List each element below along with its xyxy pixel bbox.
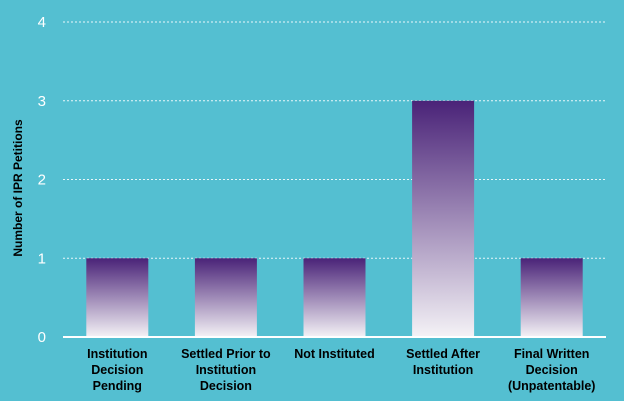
y-tick-label: 0 bbox=[38, 329, 46, 346]
category-label-line: Pending bbox=[93, 379, 142, 393]
category-label: Not Instituted bbox=[294, 347, 375, 361]
y-tick-label: 2 bbox=[38, 172, 46, 189]
category-label-line: Final Written bbox=[514, 347, 589, 361]
bar bbox=[194, 258, 257, 337]
category-label-line: Decision bbox=[200, 379, 252, 393]
y-axis-label: Number of IPR Petitions bbox=[11, 119, 25, 257]
category-label-line: Settled After bbox=[406, 347, 480, 361]
category-label: Institution Decision Pending bbox=[87, 347, 147, 393]
category-label: Settled Prior to Institution Decision bbox=[181, 347, 271, 393]
category-label-line: Not Instituted bbox=[294, 347, 375, 361]
category-label-line: Institution bbox=[413, 363, 473, 377]
category-label-line: Decision bbox=[526, 363, 578, 377]
category-label-line: Decision bbox=[91, 363, 143, 377]
y-tick-label: 3 bbox=[38, 93, 46, 110]
bar bbox=[412, 100, 475, 337]
category-label-line: (Unpatentable) bbox=[508, 379, 596, 393]
y-tick-label: 1 bbox=[38, 250, 46, 267]
category-label-line: Institution bbox=[87, 347, 147, 361]
bar bbox=[86, 258, 149, 337]
category-label: Final Written Decision (Unpatentable) bbox=[508, 347, 596, 393]
y-tick-label: 4 bbox=[38, 14, 46, 31]
gridlines bbox=[63, 21, 606, 259]
category-label-line: Settled Prior to bbox=[181, 347, 271, 361]
bars bbox=[86, 100, 583, 337]
category-labels: Institution Decision Pending Settled Prior … bbox=[87, 347, 595, 393]
y-tick-labels: 0 1 2 3 4 bbox=[38, 14, 46, 346]
bar bbox=[520, 258, 583, 337]
bar bbox=[303, 258, 366, 337]
category-label-line: Institution bbox=[196, 363, 256, 377]
category-label: Settled After Institution bbox=[406, 347, 480, 377]
